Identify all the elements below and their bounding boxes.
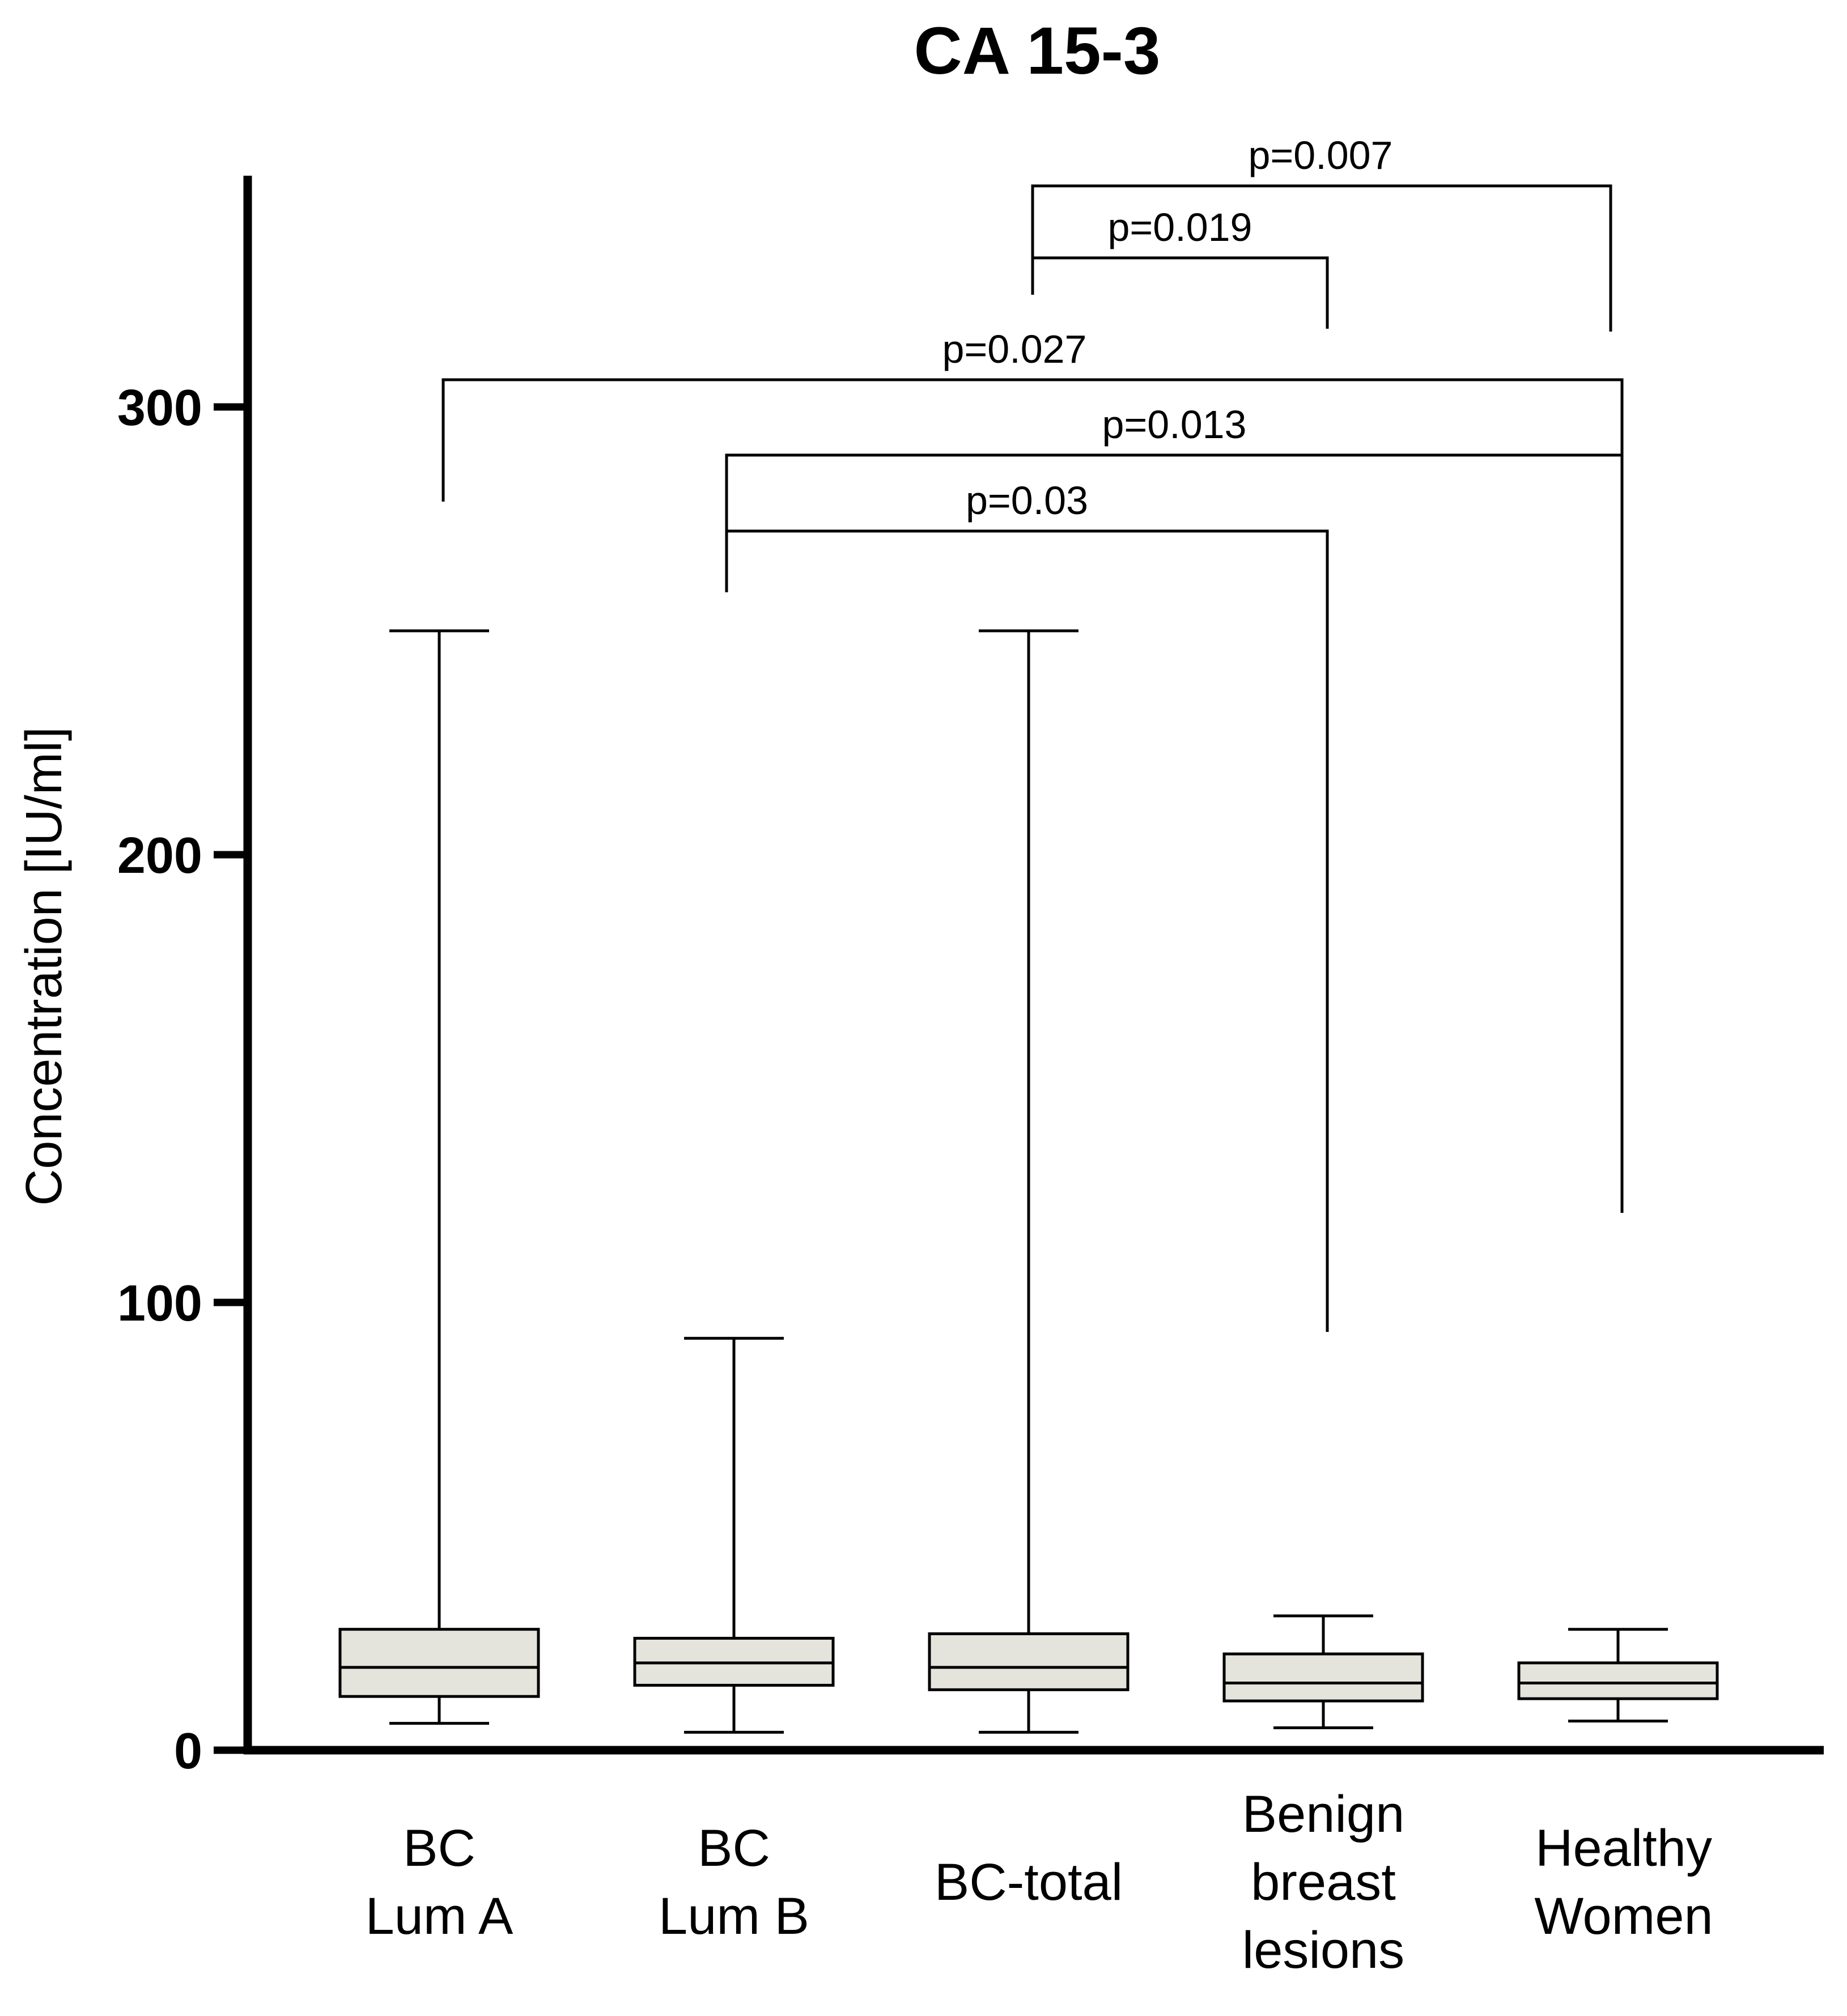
boxes	[338, 629, 1719, 1734]
x-category-label-line: BC	[698, 1819, 770, 1877]
comparison-bracket: p=0.019	[1031, 205, 1329, 329]
comparison-bracket: p=0.007	[1031, 133, 1612, 332]
x-category-label-line: Healthy	[1535, 1819, 1712, 1877]
x-category-label: BC-total	[935, 1853, 1123, 1911]
y-tick-label: 300	[117, 380, 202, 436]
bracket-line	[1031, 256, 1329, 329]
x-category-label-line: Women	[1534, 1887, 1713, 1945]
iqr-box	[338, 1628, 540, 1698]
x-category-label-line: Benign	[1242, 1785, 1404, 1843]
x-category-label-line: breast	[1251, 1853, 1396, 1911]
p-value-label: p=0.013	[1102, 402, 1247, 447]
x-category-label: BC Lum B	[659, 1819, 809, 1945]
p-value-label: p=0.019	[1108, 205, 1252, 249]
box-4	[1222, 1614, 1424, 1729]
x-category-label: Benign breast lesions	[1242, 1785, 1404, 1979]
y-tick-label: 0	[174, 1723, 202, 1780]
p-value-label: p=0.03	[966, 478, 1088, 523]
comparison-bracket: p=0.027	[441, 327, 1624, 1213]
p-value-label: p=0.007	[1249, 133, 1393, 177]
box-5	[1517, 1628, 1719, 1723]
box-1	[338, 629, 540, 1725]
bracket-line	[1031, 184, 1612, 332]
bracket-line	[725, 529, 1329, 1332]
x-category-label-line: BC-total	[935, 1853, 1123, 1911]
y-axis-label: Concentration [IU/ml]	[16, 727, 73, 1206]
x-category-labels: BC Lum A BC Lum B BC-total Benign breast lesion…	[366, 1785, 1713, 1979]
box-3	[928, 629, 1130, 1734]
bracket-line	[725, 453, 1624, 1213]
iqr-box	[1517, 1661, 1719, 1700]
x-category-label-line: Lum B	[659, 1887, 809, 1945]
x-category-label-line: Lum A	[366, 1887, 513, 1945]
y-ticks: 0 100 200 300	[117, 380, 248, 1780]
chart-title: CA 15-3	[914, 14, 1160, 88]
comparison-bracket: p=0.03	[725, 478, 1329, 1332]
iqr-box	[928, 1632, 1130, 1691]
p-value-label: p=0.027	[942, 327, 1087, 371]
x-category-label: BC Lum A	[366, 1819, 513, 1945]
y-tick-label: 100	[117, 1275, 202, 1332]
axes	[243, 176, 1824, 1755]
y-tick-label: 200	[117, 827, 202, 884]
x-category-label-line: BC	[403, 1819, 475, 1877]
x-category-label-line: lesions	[1242, 1921, 1404, 1979]
x-category-label: Healthy Women	[1534, 1819, 1713, 1945]
iqr-box	[1222, 1652, 1424, 1703]
significance-brackets: p=0.007 p=0.019 p=0.027 p=0.013 p=0.03	[441, 133, 1624, 1332]
comparison-bracket: p=0.013	[725, 402, 1624, 1213]
box-2	[633, 1336, 835, 1734]
